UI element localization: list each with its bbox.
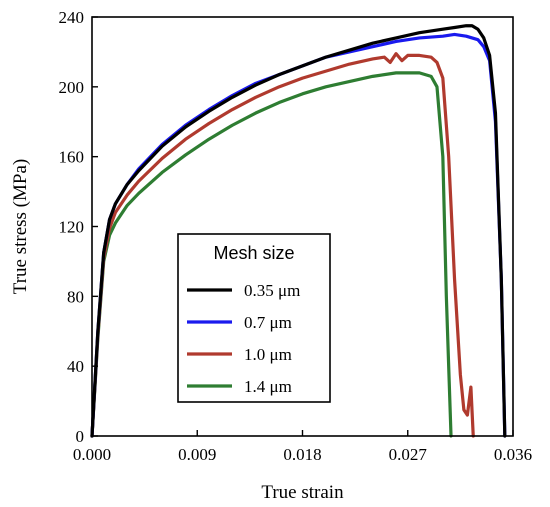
y-tick-label: 200 (59, 78, 85, 97)
legend: Mesh size 0.35 μm 0.7 μm 1.0 μm 1.4 μm (177, 233, 331, 403)
y-tick-label: 160 (59, 148, 85, 167)
ticks-layer: 0.000 0.009 0.018 0.027 0.036 0 40 80 120 160 200 2… (59, 8, 533, 464)
y-tick-label: 0 (76, 427, 85, 446)
series-line-2 (90, 52, 475, 438)
series-line-3 (90, 71, 453, 438)
legend-label: 0.35 μm (244, 281, 300, 300)
x-tick-label: 0.027 (389, 445, 428, 464)
y-tick-label: 120 (59, 218, 85, 237)
y-tick-label: 240 (59, 8, 85, 27)
series-line-0 (90, 24, 507, 438)
legend-label: 1.0 μm (244, 345, 292, 364)
y-tick-label: 40 (67, 357, 84, 376)
series-layer (90, 24, 507, 438)
legend-label: 1.4 μm (244, 377, 292, 396)
x-tick-label: 0.009 (178, 445, 216, 464)
legend-items: 0.35 μm 0.7 μm 1.0 μm 1.4 μm (187, 281, 300, 396)
y-tick-label: 80 (67, 287, 84, 306)
x-axis-title: True strain (261, 482, 344, 503)
x-tick-label: 0.000 (73, 445, 111, 464)
x-tick-label: 0.036 (494, 445, 532, 464)
x-tick-label: 0.018 (283, 445, 321, 464)
legend-label: 0.7 μm (244, 313, 292, 332)
legend-box (177, 233, 331, 403)
y-axis-title: True stress (MPa) (10, 159, 31, 294)
legend-title: Mesh size (213, 243, 294, 263)
